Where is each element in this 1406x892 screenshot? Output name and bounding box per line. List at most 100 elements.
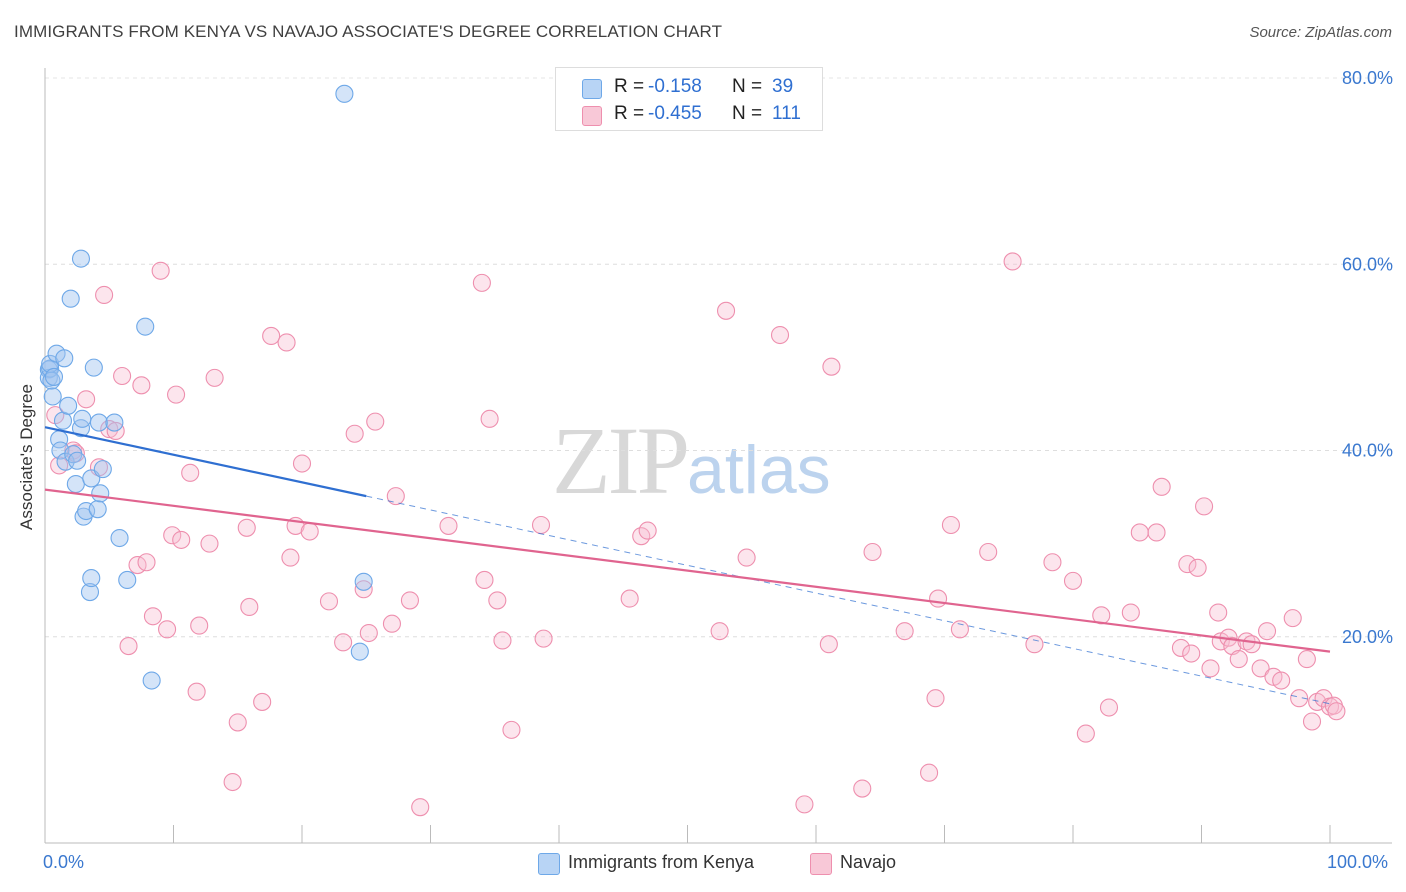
point-navajo: [1302, 712, 1322, 731]
point-navajo: [319, 592, 339, 611]
point-navajo: [863, 542, 882, 562]
point-navajo: [1257, 622, 1277, 641]
point-navajo: [1178, 555, 1197, 574]
bottom-legend-label-navajo: Navajo: [840, 852, 897, 872]
point-navajo: [822, 357, 841, 376]
point-kenya: [43, 387, 62, 406]
point-navajo: [237, 518, 256, 537]
point-kenya: [80, 582, 100, 602]
point-navajo: [1283, 609, 1302, 628]
legend-swatch-navajo: [582, 106, 602, 126]
watermark-zip: ZIP: [552, 407, 690, 514]
point-navajo: [480, 409, 499, 428]
point-navajo: [223, 772, 242, 792]
point-navajo: [277, 333, 296, 352]
point-navajo: [411, 798, 430, 817]
point-kenya: [66, 474, 85, 494]
source-credit: Source: ZipAtlas.com: [1249, 24, 1392, 41]
y-tick-label-20: 20.0%: [1342, 627, 1393, 647]
legend-swatch-kenya: [582, 79, 602, 99]
point-kenya: [335, 84, 354, 103]
point-navajo: [716, 301, 736, 320]
point-navajo: [158, 620, 177, 639]
point-navajo: [475, 570, 494, 589]
legend-n-value-kenya: 39: [772, 76, 794, 97]
x-tick-label-left: 0.0%: [43, 852, 85, 872]
point-navajo: [819, 635, 838, 654]
legend-r-label: R =: [614, 76, 645, 97]
point-navajo: [187, 682, 206, 701]
point-kenya: [82, 569, 101, 588]
point-kenya: [84, 358, 103, 377]
x-tick-label-right: 100.0%: [1327, 852, 1389, 872]
point-navajo: [77, 390, 96, 409]
point-navajo: [1152, 477, 1171, 496]
point-kenya: [91, 484, 110, 503]
point-navajo: [366, 412, 385, 431]
point-navajo: [941, 515, 960, 535]
legend-n-value-navajo: 111: [772, 103, 801, 124]
trendline-kenya-extrapolated: [366, 495, 1331, 705]
point-navajo: [1130, 523, 1149, 542]
point-navajo: [132, 376, 151, 395]
bottom-legend-swatch-navajo: [810, 853, 832, 875]
point-kenya: [44, 367, 64, 386]
point-navajo: [386, 487, 405, 506]
point-navajo: [167, 385, 186, 404]
point-navajo: [172, 530, 191, 549]
point-navajo: [1209, 603, 1228, 622]
y-tick-label-60: 60.0%: [1342, 254, 1393, 274]
point-kenya: [354, 572, 373, 591]
point-navajo: [472, 273, 491, 292]
point-navajo: [205, 368, 224, 387]
point-kenya: [39, 368, 58, 387]
point-navajo: [920, 763, 939, 782]
point-navajo: [359, 623, 378, 643]
point-navajo: [531, 515, 551, 535]
legend-n-label: N =: [732, 103, 763, 124]
point-kenya: [68, 451, 87, 470]
point-navajo: [1099, 698, 1119, 717]
point-navajo: [895, 622, 914, 641]
point-navajo: [1025, 635, 1044, 654]
point-navajo: [534, 629, 553, 648]
point-kenya: [136, 317, 155, 336]
point-navajo: [488, 591, 507, 610]
point-navajo: [382, 614, 402, 633]
point-kenya: [55, 349, 74, 368]
point-navajo: [620, 589, 639, 608]
point-navajo: [240, 597, 259, 617]
point-kenya: [59, 396, 78, 415]
point-navajo: [163, 526, 182, 545]
point-navajo: [400, 591, 419, 610]
point-navajo: [228, 713, 247, 732]
point-navajo: [493, 631, 512, 650]
trendline-kenya: [44, 426, 367, 498]
point-navajo: [300, 522, 319, 541]
legend-n-label: N =: [732, 76, 763, 97]
point-kenya: [73, 409, 92, 428]
point-navajo: [334, 633, 353, 652]
point-navajo: [1297, 650, 1316, 669]
point-navajo: [190, 616, 209, 635]
point-kenya: [77, 501, 96, 521]
point-navajo: [262, 326, 281, 346]
point-navajo: [354, 580, 373, 599]
point-navajo: [1182, 644, 1201, 663]
point-navajo: [95, 285, 114, 305]
point-navajo: [1201, 659, 1220, 678]
point-navajo: [143, 607, 162, 626]
point-navajo: [929, 589, 948, 608]
point-kenya: [93, 460, 112, 479]
point-navajo: [1121, 603, 1140, 622]
point-navajo: [292, 454, 312, 473]
point-navajo: [926, 689, 945, 708]
legend-r-value-navajo: -0.455: [648, 103, 702, 124]
watermark: ZIPatlas: [552, 405, 831, 516]
point-navajo: [281, 548, 300, 567]
point-navajo: [853, 779, 872, 798]
point-navajo: [1242, 635, 1261, 654]
point-navajo: [439, 516, 458, 535]
point-navajo: [1223, 637, 1242, 656]
